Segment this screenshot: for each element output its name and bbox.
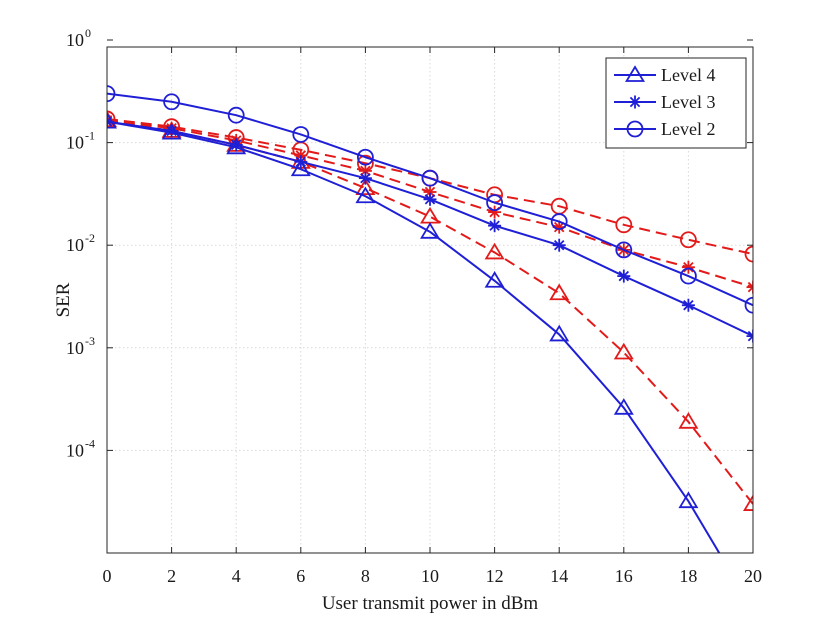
x-tick-label: 12 <box>486 566 504 586</box>
data-point-level-3-dashed <box>746 280 753 294</box>
legend: Level 4 Level 3 Level 2 <box>605 57 747 149</box>
data-point-level-3 <box>746 329 753 343</box>
y-tick-base: 10 <box>66 235 84 255</box>
data-point-level-2 <box>356 148 374 166</box>
data-point-level-4 <box>290 159 311 177</box>
data-point-level-2-dashed <box>744 245 753 263</box>
x-tick-label: 18 <box>679 566 697 586</box>
x-axis-label: User transmit power in dBm <box>322 593 539 614</box>
series-line-level-4 <box>107 120 721 553</box>
data-point-level-2-dashed <box>680 231 697 249</box>
legend-marker-asterisk <box>628 95 642 109</box>
data-point-level-2 <box>615 241 633 259</box>
data-point-level-4-dashed <box>549 283 570 301</box>
legend-entry: Level 4 <box>614 65 715 85</box>
legend-entry: Level 2 <box>614 119 715 139</box>
data-point-level-3 <box>552 238 566 252</box>
data-point-level-4-dashed <box>484 242 505 260</box>
x-tick-label: 10 <box>421 566 439 586</box>
series-line-level-2 <box>107 92 753 307</box>
legend-entry: Level 3 <box>614 92 715 112</box>
y-tick-label: 10 -1 <box>66 129 95 153</box>
data-point-level-4-dashed <box>678 412 699 429</box>
data-point-level-2 <box>421 169 439 187</box>
data-point-level-2-dashed <box>107 110 116 128</box>
data-point-level-4 <box>484 271 505 288</box>
legend-marker-triangle <box>625 65 645 82</box>
data-point-level-3 <box>229 138 243 152</box>
data-point-level-3 <box>617 269 631 283</box>
data-point-level-4-dashed <box>613 342 634 360</box>
data-point-level-3 <box>358 171 372 185</box>
y-tick-base: 10 <box>66 30 84 50</box>
y-tick-label: 10 -4 <box>66 436 95 460</box>
data-point-level-3 <box>681 298 695 312</box>
data-point-level-3-dashed <box>681 260 695 274</box>
data-point-level-2 <box>744 296 753 314</box>
y-tick-label: 10 0 <box>66 26 91 50</box>
legend-label: Level 4 <box>661 65 715 85</box>
x-tick-label: 6 <box>296 566 305 586</box>
data-point-level-4 <box>549 324 570 342</box>
data-point-level-4 <box>678 491 699 509</box>
y-tick-exponent: 0 <box>85 26 91 40</box>
data-point-level-2 <box>292 126 310 143</box>
y-tick-label: 10 -3 <box>66 334 95 358</box>
y-tick-exponent: -4 <box>85 436 95 450</box>
y-tick-base: 10 <box>66 133 84 153</box>
data-point-level-2 <box>550 213 568 230</box>
y-tick-label: 10 -2 <box>66 231 95 255</box>
data-point-level-2-dashed <box>356 154 374 172</box>
data-point-level-4 <box>613 398 634 415</box>
y-tick-exponent: -2 <box>85 231 95 245</box>
x-tick-label: 14 <box>550 566 568 586</box>
data-point-level-3 <box>488 219 502 233</box>
y-tick-base: 10 <box>66 338 84 358</box>
legend-label: Level 2 <box>661 119 715 139</box>
x-tick-label: 8 <box>361 566 370 586</box>
data-point-level-2 <box>486 194 504 212</box>
data-point-level-3 <box>294 155 308 169</box>
data-point-level-4-dashed <box>743 494 753 511</box>
y-tick-exponent: -3 <box>85 334 95 348</box>
x-tick-label: 16 <box>615 566 633 586</box>
y-tick-base: 10 <box>66 440 84 460</box>
legend-marker-circle <box>626 120 644 138</box>
data-point-level-4 <box>420 222 440 239</box>
data-point-level-2-dashed <box>615 216 633 234</box>
x-tick-label: 4 <box>232 566 241 586</box>
y-tick-exponent: -1 <box>85 129 95 143</box>
x-axis-ticks: 0 2 4 6 8 10 12 14 16 18 20 <box>103 47 762 586</box>
data-point-level-3 <box>423 192 437 206</box>
x-tick-label: 20 <box>744 566 762 586</box>
data-point-level-4 <box>107 111 117 129</box>
data-point-level-3 <box>107 115 114 129</box>
series-group <box>107 85 753 553</box>
x-tick-label: 2 <box>167 566 176 586</box>
data-point-level-2 <box>227 106 245 124</box>
x-tick-label: 0 <box>103 566 112 586</box>
legend-label: Level 3 <box>661 92 715 112</box>
data-point-level-4-dashed <box>355 178 376 196</box>
data-point-level-2 <box>163 93 181 111</box>
data-point-level-2 <box>107 85 116 103</box>
y-axis-label: SER <box>53 282 74 317</box>
data-point-level-2 <box>680 267 697 285</box>
data-point-level-3 <box>165 124 179 138</box>
data-point-level-4 <box>355 186 376 204</box>
